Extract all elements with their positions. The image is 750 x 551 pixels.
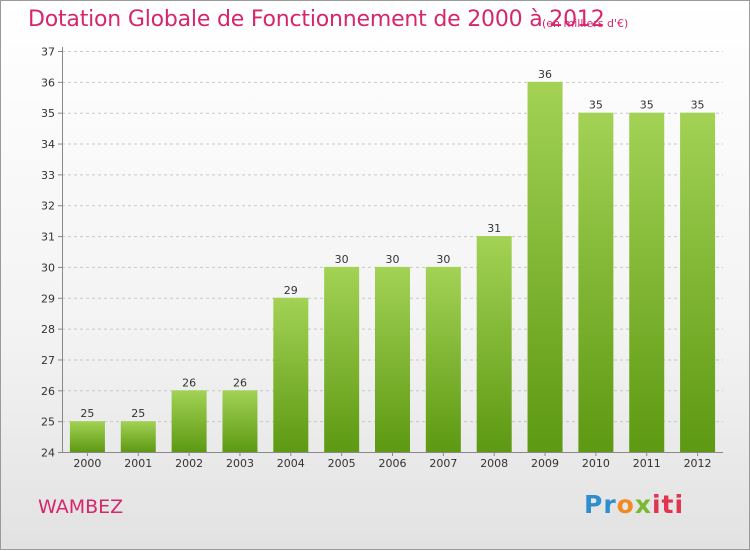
value-label-2012: 35 [691, 99, 705, 112]
logo-part-4: iti [651, 490, 685, 519]
value-label-2010: 35 [589, 99, 603, 112]
y-tick-label-33: 33 [41, 169, 55, 182]
bar-2006 [375, 266, 410, 452]
x-tick-label-2011: 2011 [633, 457, 661, 470]
y-tick-label-37: 37 [41, 46, 55, 59]
axes: 24 25 26 27 28 29 30 31 32 33 34 35 36 37 2000 2001 2002… [41, 46, 723, 470]
y-tick-label-25: 25 [41, 416, 55, 429]
x-tick-label-2002: 2002 [175, 457, 203, 470]
x-tick-label-2006: 2006 [379, 457, 407, 470]
bar-2007 [425, 266, 461, 452]
x-tick-label-2005: 2005 [328, 457, 356, 470]
value-label-2009: 36 [538, 68, 552, 81]
value-label-2006: 30 [386, 253, 400, 266]
y-tick-label-32: 32 [41, 200, 55, 213]
chart-subtitle: (en milliers d'€) [542, 17, 629, 30]
bar-2011 [629, 112, 665, 452]
y-tick-label-31: 31 [41, 231, 55, 244]
x-tick-label-2008: 2008 [480, 457, 508, 470]
x-tick-label-2010: 2010 [582, 457, 610, 470]
x-tick-label-2004: 2004 [277, 457, 305, 470]
bar-2010 [578, 112, 614, 452]
bar-2008 [476, 236, 512, 452]
bar-2003 [222, 390, 258, 452]
value-label-2001: 25 [131, 407, 145, 420]
y-tick-label-26: 26 [41, 385, 55, 398]
y-tick-label-36: 36 [41, 76, 55, 89]
commune-name: WAMBEZ [38, 496, 124, 518]
y-tick-label-29: 29 [41, 292, 55, 305]
value-label-2007: 30 [436, 253, 450, 266]
logo-part-2: o [616, 490, 635, 519]
proxiti-logo[interactable]: Proxiti [584, 490, 684, 519]
value-label-2002: 26 [182, 376, 196, 389]
value-label-2011: 35 [640, 99, 654, 112]
y-tick-label-24: 24 [41, 447, 55, 460]
bars: 25 25 26 26 29 30 30 30 31 36 35 35 35 [69, 68, 716, 452]
bar-2005 [324, 266, 360, 452]
chart-title: Dotation Globale de Fonctionnement de 20… [28, 7, 605, 32]
x-tick-label-2000: 2000 [73, 457, 101, 470]
y-tick-label-34: 34 [41, 138, 55, 151]
logo-part-1: Pr [584, 490, 617, 519]
x-tick-label-2009: 2009 [531, 457, 559, 470]
bar-2012 [680, 112, 716, 452]
y-tick-label-27: 27 [41, 354, 55, 367]
y-tick-label-35: 35 [41, 107, 55, 120]
bar-2001 [120, 421, 156, 452]
y-tick-label-30: 30 [41, 261, 55, 274]
value-label-2008: 31 [487, 222, 501, 235]
y-tick-label-28: 28 [41, 323, 55, 336]
x-tick-label-2012: 2012 [684, 457, 712, 470]
bar-2002 [171, 390, 207, 452]
bar-2004 [273, 297, 309, 452]
value-label-2003: 26 [233, 376, 247, 389]
x-tick-label-2007: 2007 [429, 457, 457, 470]
x-tick-label-2001: 2001 [124, 457, 152, 470]
bar-2000 [69, 421, 105, 452]
value-label-2005: 30 [335, 253, 349, 266]
bar-2009 [527, 81, 563, 452]
x-tick-label-2003: 2003 [226, 457, 254, 470]
value-label-2000: 25 [80, 407, 94, 420]
value-label-2004: 29 [284, 284, 298, 297]
logo-part-3: x [634, 490, 652, 519]
